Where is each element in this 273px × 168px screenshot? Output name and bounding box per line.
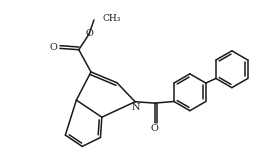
Text: O: O (151, 124, 159, 133)
Text: CH₃: CH₃ (102, 14, 120, 23)
Text: N: N (131, 103, 140, 112)
Text: O: O (50, 43, 58, 52)
Text: O: O (86, 29, 94, 38)
